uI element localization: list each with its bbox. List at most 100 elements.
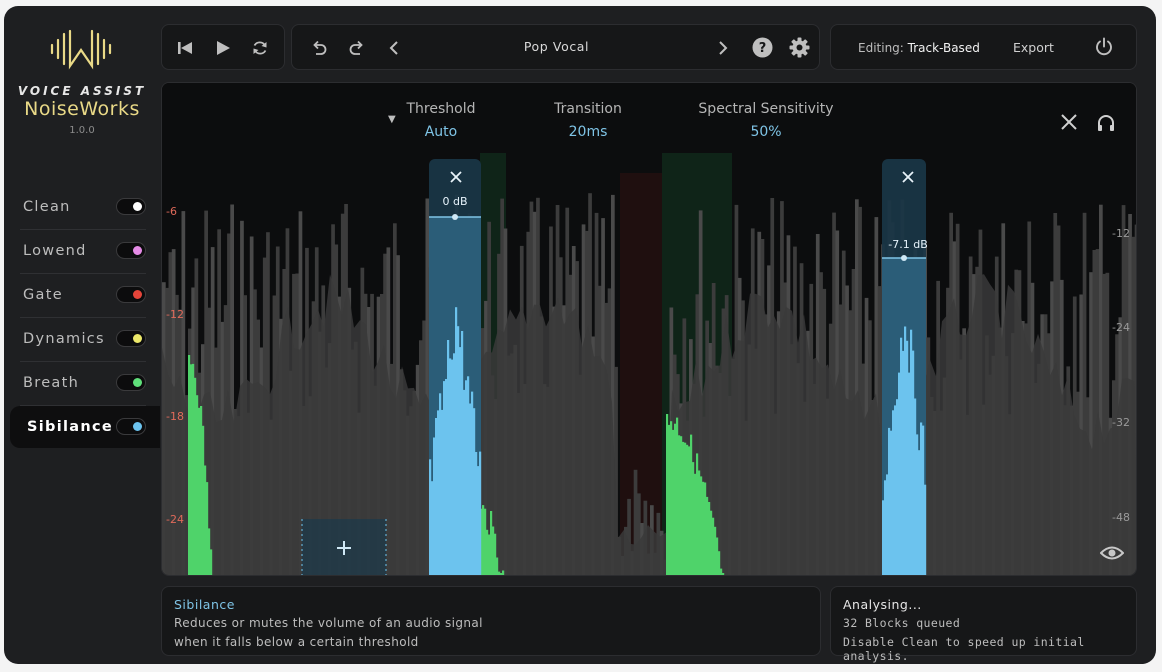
- module-dynamics[interactable]: Dynamics: [20, 318, 146, 362]
- transport-panel: [161, 24, 285, 70]
- module-toggle[interactable]: [116, 330, 146, 347]
- waveform-bar: [204, 210, 208, 575]
- reduction-bar: [206, 482, 209, 575]
- band-spectrum-bar: [924, 484, 927, 575]
- play-icon[interactable]: [214, 39, 232, 57]
- chevron-right-icon[interactable]: [715, 40, 729, 56]
- band-spectrum-bar: [912, 350, 915, 575]
- band-spectrum-bar: [908, 372, 911, 575]
- module-label: Breath: [23, 375, 80, 391]
- band-spectrum-bar: [455, 307, 458, 575]
- reduction-bar: [208, 528, 211, 575]
- reduction-bar: [718, 551, 721, 575]
- export-button[interactable]: Export: [1013, 40, 1054, 55]
- waveform-view[interactable]: ▼ Threshold Auto Transition 20ms Spectra…: [161, 82, 1137, 576]
- module-gate[interactable]: Gate: [20, 274, 146, 318]
- loop-icon[interactable]: [251, 39, 269, 57]
- band-spectrum-bar: [916, 434, 919, 575]
- spectral-sensitivity-value[interactable]: 50%: [750, 124, 782, 140]
- band-close-icon[interactable]: [901, 170, 915, 184]
- transition-label: Transition: [554, 101, 622, 117]
- waveform-bar: [425, 198, 430, 575]
- transition-value[interactable]: 20ms: [568, 124, 608, 140]
- scale-right-label: -12: [1112, 227, 1130, 240]
- module-sibilance[interactable]: Sibilance: [10, 406, 160, 448]
- band-gain-label: -7.1 dB: [888, 238, 928, 251]
- reduction-bar: [486, 529, 489, 575]
- editing-label: Editing:: [858, 41, 904, 55]
- module-toggle[interactable]: [116, 198, 146, 215]
- noiseworks-logo: [50, 29, 112, 70]
- reduction-bar: [500, 573, 503, 575]
- preset-name[interactable]: Pop Vocal: [523, 39, 590, 54]
- reduction-bar: [716, 537, 719, 575]
- band-region-red: [620, 173, 662, 575]
- module-lowend[interactable]: Lowend: [20, 230, 146, 274]
- scale-left-label: -18: [166, 410, 184, 423]
- close-icon[interactable]: [1060, 113, 1078, 131]
- reduction-bar: [712, 517, 715, 575]
- reduction-bar: [704, 482, 707, 575]
- band-spectrum-bar: [467, 376, 470, 575]
- module-list: Clean Lowend Gate Dynamics Breath Sibila…: [4, 186, 164, 448]
- band-spectrum-bar: [906, 340, 909, 575]
- skip-back-icon[interactable]: [176, 39, 194, 57]
- threshold-dropdown-icon[interactable]: ▼: [388, 114, 396, 125]
- band-spectrum-bar: [884, 480, 887, 575]
- band-spectrum-bar: [902, 350, 905, 575]
- power-icon[interactable]: [1094, 37, 1114, 57]
- waveform-bar: [1092, 250, 1097, 575]
- brand-name: NoiseWorks: [24, 98, 140, 120]
- module-toggle[interactable]: [116, 374, 146, 391]
- band-spectrum-bar: [473, 408, 476, 575]
- module-breath[interactable]: Breath: [20, 362, 146, 406]
- scale-right-label: -48: [1112, 511, 1130, 524]
- redo-icon[interactable]: [348, 39, 366, 57]
- band-spectrum-bar: [459, 347, 462, 575]
- waveform-bar: [230, 204, 234, 575]
- reduction-bar: [210, 549, 213, 575]
- band-spectrum-bar: [437, 410, 440, 575]
- reduction-bar: [192, 363, 195, 575]
- reduction-bar: [668, 424, 671, 575]
- add-band-icon[interactable]: [335, 539, 353, 557]
- module-toggle[interactable]: [116, 242, 146, 259]
- reduction-bar: [492, 526, 495, 575]
- band-spectrum-bar: [465, 380, 468, 575]
- waveform-canvas[interactable]: [162, 83, 1137, 576]
- band-spectrum-bar: [445, 379, 448, 575]
- reduction-bar: [196, 395, 199, 575]
- band-spectrum-bar: [431, 481, 434, 575]
- band-spectrum-bar: [888, 427, 891, 575]
- undo-icon[interactable]: [310, 39, 328, 57]
- band-close-icon[interactable]: [449, 170, 463, 184]
- version-label: 1.0.0: [69, 125, 95, 136]
- settings-icon[interactable]: [789, 37, 810, 58]
- scale-right-label: -24: [1112, 321, 1130, 334]
- chevron-left-icon[interactable]: [388, 40, 402, 56]
- band-spectrum-bar: [443, 381, 446, 575]
- help-icon[interactable]: ?: [752, 37, 773, 58]
- reduction-bar: [670, 421, 673, 575]
- eye-icon[interactable]: [1100, 545, 1124, 561]
- headphones-icon[interactable]: [1096, 113, 1116, 133]
- module-label: Clean: [23, 199, 71, 215]
- waveform-bar: [874, 217, 879, 575]
- status-dot: [133, 334, 142, 343]
- module-toggle[interactable]: [116, 418, 146, 435]
- band-spectrum-bar: [898, 372, 901, 575]
- scale-left-label: -24: [166, 513, 184, 526]
- scale-right-label: -32: [1112, 416, 1130, 429]
- band-spectrum-bar: [922, 425, 925, 575]
- info-title: Sibilance: [174, 597, 235, 612]
- scale-left-label: -12: [166, 308, 184, 321]
- threshold-value[interactable]: Auto: [424, 124, 458, 140]
- waveform-bar: [637, 493, 641, 575]
- band-gain-handle: [452, 214, 458, 220]
- editing-mode[interactable]: Editing: Track-Based: [858, 41, 980, 55]
- info-description: Reduces or mutes the volume of an audio …: [174, 616, 483, 630]
- module-toggle[interactable]: [116, 286, 146, 303]
- module-clean[interactable]: Clean: [20, 186, 146, 230]
- reduction-bar: [722, 573, 725, 575]
- band-spectrum-bar: [433, 437, 436, 575]
